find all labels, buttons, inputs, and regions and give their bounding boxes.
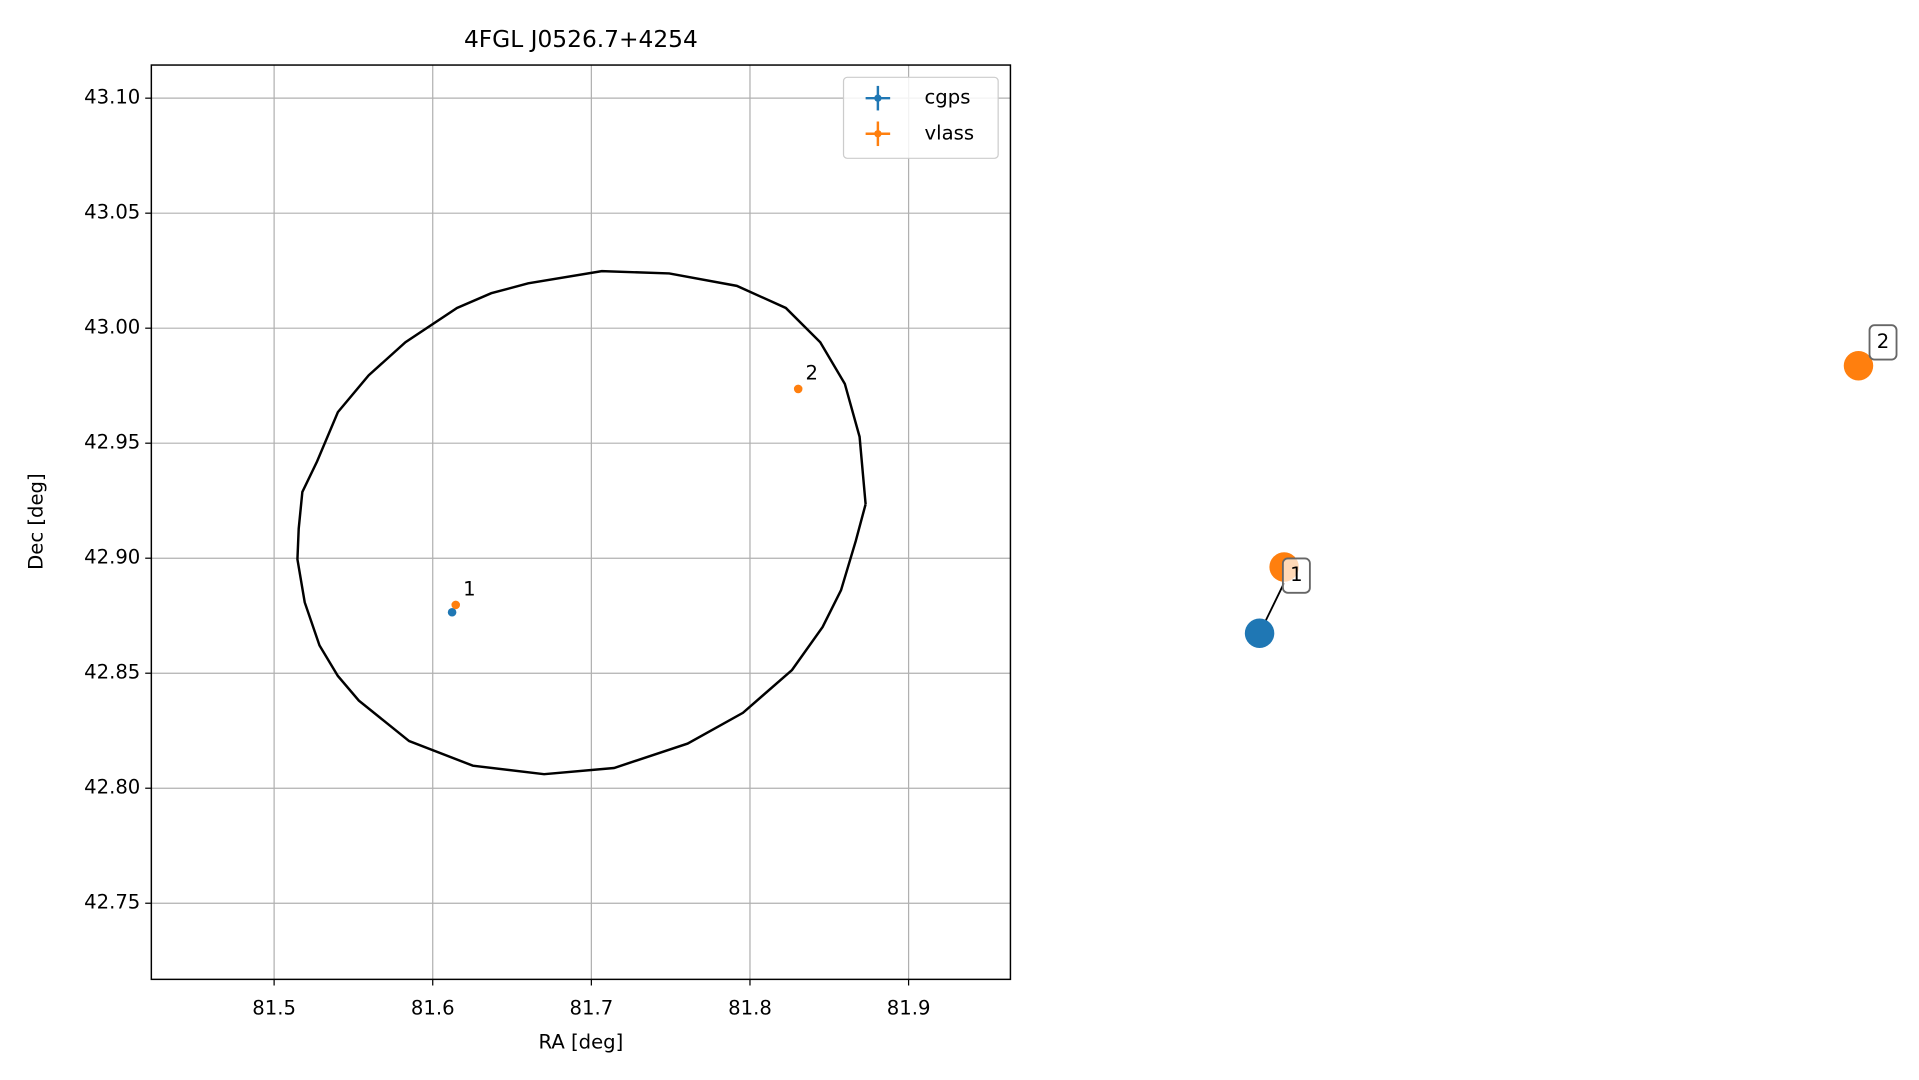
node: [1244, 618, 1275, 648]
y-tick-label: 43.10: [84, 86, 140, 109]
legend-label: vlass: [925, 121, 975, 144]
x-tick-label: 81.6: [411, 996, 455, 1019]
x-tick-label: 81.9: [887, 996, 931, 1019]
y-tick-label: 43.00: [84, 316, 140, 339]
label-box: [1868, 324, 1898, 361]
y-tick-label: 43.05: [84, 201, 140, 224]
point: [447, 607, 457, 617]
ellipse: [296, 269, 867, 776]
legend-label: cgps: [925, 86, 971, 109]
y-tick-label: 42.95: [84, 431, 140, 454]
point-label: 1: [463, 578, 476, 601]
x-tick-label: 81.7: [570, 996, 614, 1019]
x-tick-label: 81.8: [728, 996, 772, 1019]
node-label: 1: [1290, 563, 1303, 586]
node-label: 2: [1877, 330, 1890, 353]
legend-box: [842, 76, 999, 159]
x-tick-label: 81.5: [252, 996, 296, 1019]
point-label: 2: [806, 362, 819, 385]
chart-title: 4FGL J0526.7+4254: [464, 26, 698, 53]
y-tick-label: 42.80: [84, 776, 140, 799]
legend-marker: [874, 94, 882, 102]
node: [1843, 351, 1874, 381]
y-tick-label: 42.75: [84, 891, 140, 914]
y-axis-label: Dec [deg]: [25, 473, 48, 570]
y-tick-label: 42.85: [84, 661, 140, 684]
legend-marker: [874, 130, 882, 138]
x-axis-label: RA [deg]: [538, 1031, 623, 1054]
axes-frame: [150, 64, 1012, 981]
label-box: [1281, 557, 1311, 594]
point: [451, 600, 461, 610]
point: [793, 384, 803, 394]
y-tick-label: 42.90: [84, 546, 140, 569]
